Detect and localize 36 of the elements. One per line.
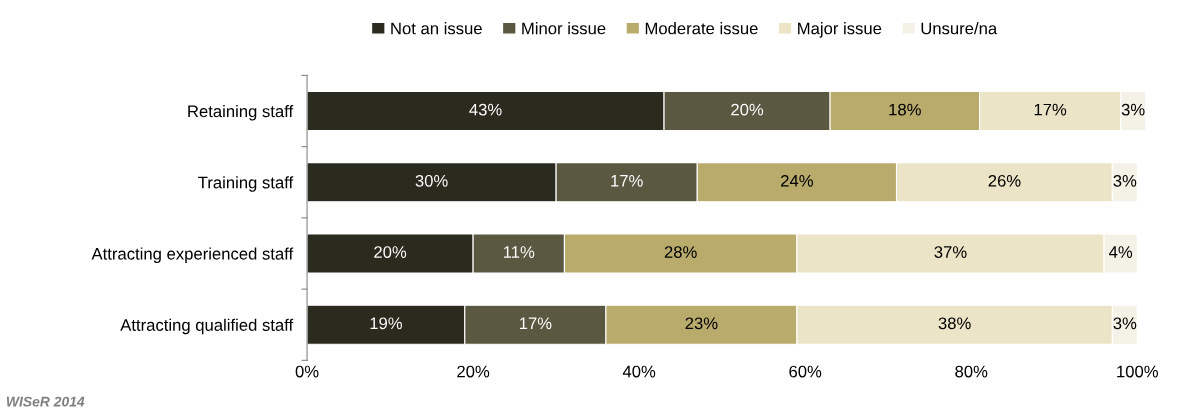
- data-label: 37%: [934, 246, 967, 258]
- text: WISeR 2014: [6, 396, 85, 407]
- legend-label: Major issue: [798, 22, 882, 38]
- y-tick-label: Attracting qualified staff: [120, 318, 294, 335]
- data-label: 17%: [1034, 103, 1067, 116]
- x-tick-label: 100%: [1117, 365, 1158, 378]
- x-tick-label: 40%: [622, 365, 656, 378]
- data-label: 20%: [374, 246, 407, 258]
- y-tick-label: Training staff: [198, 176, 294, 192]
- data-label: 17%: [611, 175, 643, 187]
- data-label: 38%: [938, 317, 971, 330]
- data-label: 19%: [370, 317, 403, 330]
- data-label: 11%: [503, 246, 535, 258]
- data-label: 28%: [664, 246, 697, 258]
- data-label: 23%: [685, 317, 718, 330]
- y-tick-label: Retaining staff: [188, 105, 294, 121]
- data-label: 17%: [519, 317, 552, 330]
- legend-label: Moderate issue: [645, 22, 758, 35]
- data-label: 24%: [781, 174, 813, 187]
- data-label: 3%: [1113, 174, 1137, 187]
- x-tick-label: 60%: [789, 365, 822, 378]
- x-tick-label: 80%: [955, 365, 988, 378]
- data-label: 3%: [1121, 103, 1145, 116]
- x-tick-label: 0%: [295, 365, 319, 378]
- legend-label: Unsure/na: [921, 22, 998, 35]
- data-label: 43%: [469, 103, 502, 116]
- data-label: 30%: [415, 174, 448, 187]
- legend-label: Not an issue: [391, 22, 482, 35]
- data-label: 4%: [1109, 246, 1133, 258]
- data-label: 26%: [988, 174, 1021, 187]
- data-label: 3%: [1113, 317, 1137, 330]
- y-tick-label: Attracting experienced staff: [91, 247, 294, 263]
- legend-label: Minor issue: [522, 22, 606, 35]
- x-tick-label: 20%: [457, 365, 490, 378]
- data-label: 20%: [731, 103, 764, 116]
- data-label: 18%: [889, 103, 921, 116]
